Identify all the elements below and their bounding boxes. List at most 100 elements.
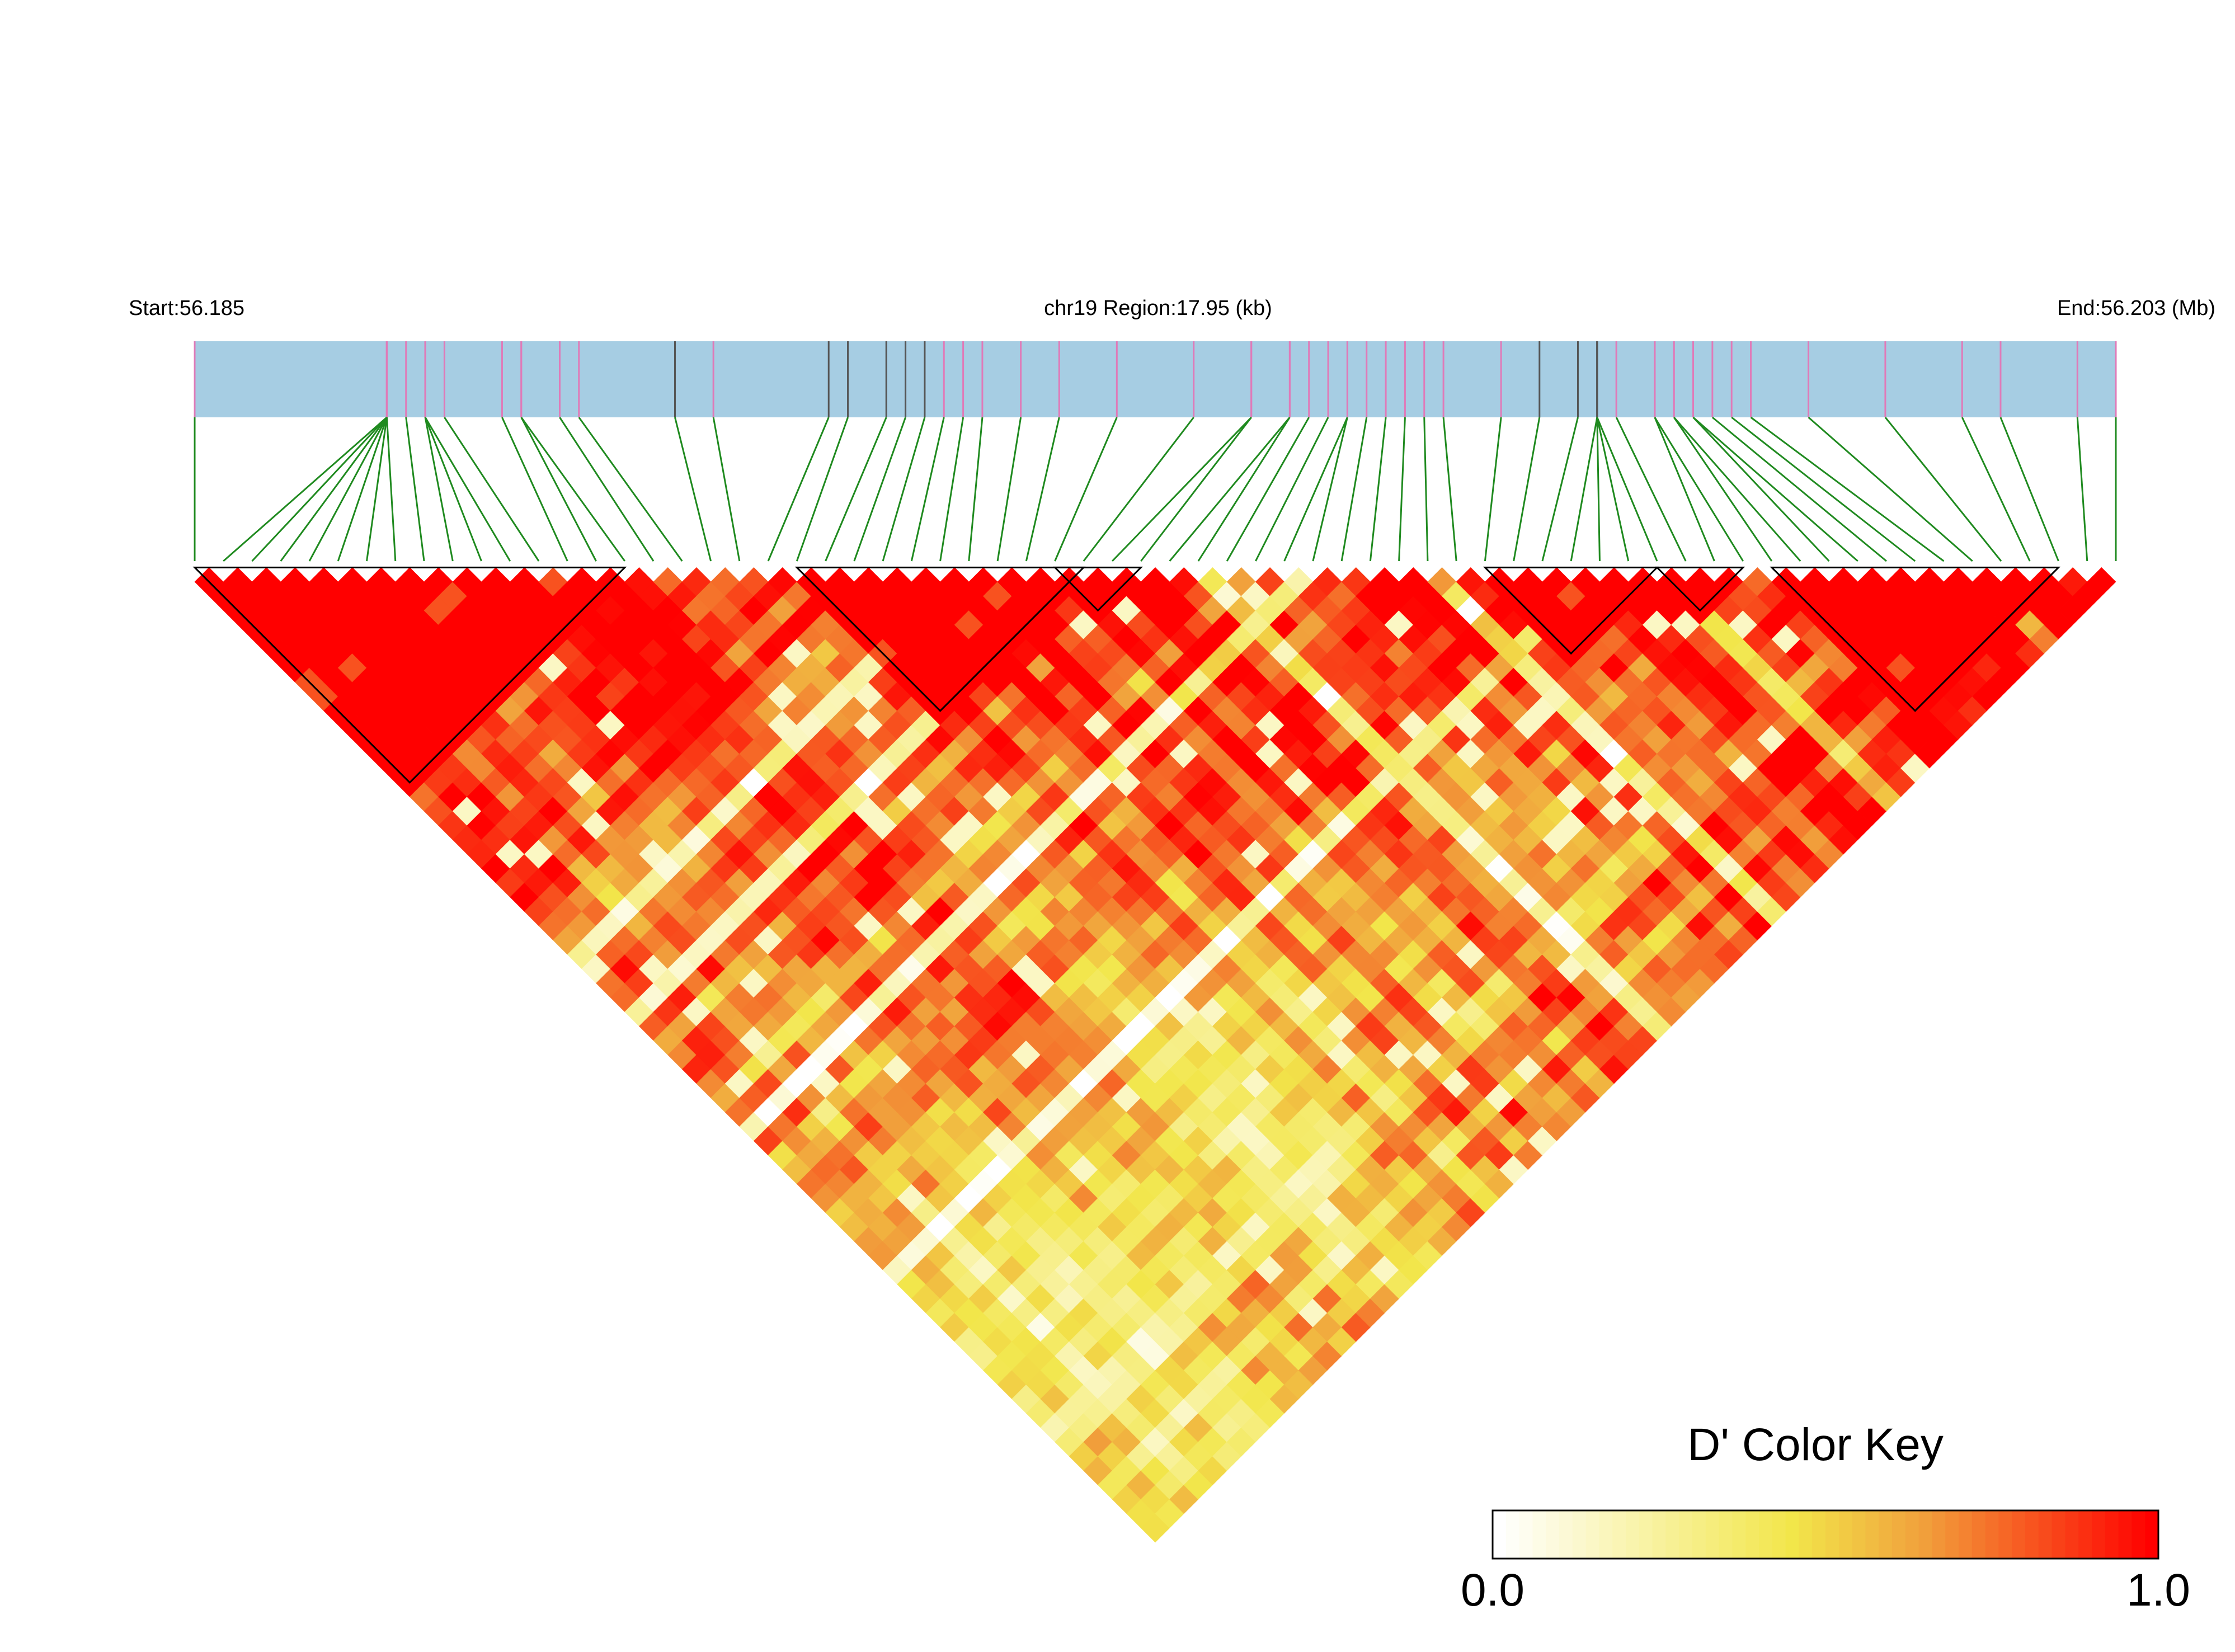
- color-key-step: [2118, 1510, 2133, 1559]
- snp-connector: [1731, 416, 1916, 562]
- color-key-step: [1626, 1510, 1640, 1559]
- color-key-step: [1799, 1510, 1813, 1559]
- snp-connector: [1596, 417, 1601, 562]
- color-key-step: [2038, 1510, 2053, 1559]
- snp-connector: [1423, 417, 1429, 562]
- color-key: D' Color Key 0.0 1.0: [1461, 1419, 2190, 1616]
- snp-connector: [1654, 417, 1744, 562]
- color-key-step: [1692, 1510, 1706, 1559]
- color-key-step: [1559, 1510, 1573, 1559]
- color-key-step: [2132, 1510, 2145, 1559]
- end-label: End:56.203 (Mb): [2057, 296, 2215, 320]
- snp-connector: [825, 417, 887, 562]
- color-key-title: D' Color Key: [1687, 1419, 1944, 1470]
- color-key-step: [1519, 1510, 1533, 1559]
- snp-connector: [424, 417, 482, 562]
- snp-connector: [1398, 417, 1406, 562]
- snp-connector: [1596, 417, 1658, 562]
- snp-connector: [996, 417, 1022, 562]
- snp-connector: [444, 417, 540, 562]
- snp-connector: [1025, 417, 1060, 562]
- snp-connector: [501, 417, 568, 562]
- snp-connector: [280, 417, 388, 562]
- snp-connector: [1961, 417, 2031, 562]
- color-key-step: [2078, 1510, 2092, 1559]
- color-key-step: [1892, 1510, 1906, 1559]
- color-key-step: [2052, 1510, 2066, 1559]
- snp-connector: [1197, 417, 1291, 562]
- haplotype-block-outline: [1770, 566, 2061, 712]
- snp-connector: [853, 417, 906, 562]
- snp-connector: [1541, 417, 1579, 562]
- snp-connector: [2076, 417, 2088, 562]
- haplotype-block-outline: [794, 566, 1086, 712]
- snp-connector: [366, 417, 388, 562]
- snp-connector: [910, 417, 945, 562]
- snp-connector: [1570, 417, 1598, 562]
- snp-connector: [520, 417, 597, 562]
- ld-cell: [2087, 567, 2116, 597]
- snp-connector: [1808, 416, 1973, 562]
- snp-connector: [223, 416, 388, 562]
- color-key-step: [1998, 1510, 2012, 1559]
- snp-connector: [1615, 417, 1687, 562]
- snp-connector: [559, 417, 655, 562]
- color-key-step: [1585, 1510, 1600, 1559]
- snp-connector: [578, 417, 683, 562]
- region-label: chr19 Region:17.95 (kb): [1044, 296, 1272, 320]
- color-key-step: [1612, 1510, 1626, 1559]
- snp-connector: [1112, 416, 1252, 562]
- snp-connector: [405, 417, 425, 562]
- color-key-step: [1905, 1510, 1919, 1559]
- color-key-step: [1772, 1510, 1786, 1559]
- snp-connector: [1884, 417, 2002, 562]
- color-key-step: [2092, 1510, 2106, 1559]
- snp-connector: [1442, 417, 1457, 562]
- snp-connector: [1340, 417, 1368, 562]
- start-label: Start:56.185: [129, 296, 244, 320]
- snp-connector: [520, 417, 626, 562]
- snp-connector: [1255, 417, 1329, 562]
- snp-connector: [1226, 417, 1310, 562]
- color-key-step: [1838, 1510, 1853, 1559]
- snp-connector: [1692, 416, 1830, 562]
- snp-connector-lines: [194, 416, 2117, 562]
- snp-connector: [1054, 417, 1118, 562]
- haplotype-block-outline: [192, 566, 627, 784]
- snp-position-marks: [194, 341, 2117, 417]
- color-key-step: [1759, 1510, 1773, 1559]
- snp-connector: [1513, 417, 1541, 562]
- color-key-step: [1705, 1510, 1720, 1559]
- snp-connector: [1654, 417, 1715, 562]
- color-key-step: [1879, 1510, 1893, 1559]
- snp-connector: [385, 417, 397, 562]
- snp-connector: [1596, 417, 1630, 562]
- ld-cells: [194, 567, 2116, 1543]
- snp-connector: [1484, 417, 1502, 562]
- color-key-step: [1918, 1510, 1933, 1559]
- haplotype-block-outline: [1655, 566, 1745, 612]
- color-key-step: [1719, 1510, 1733, 1559]
- snp-connector: [1312, 417, 1348, 562]
- color-key-step: [2012, 1510, 2026, 1559]
- snp-connector: [674, 417, 712, 562]
- color-key-border: [1491, 1509, 2159, 1560]
- snp-connector: [1083, 417, 1194, 562]
- color-key-gradient: [1493, 1510, 2159, 1559]
- snp-connector: [882, 417, 926, 562]
- snp-connector: [308, 417, 388, 562]
- color-key-min-label: 0.0: [1461, 1565, 1524, 1616]
- color-key-max-label: 1.0: [2126, 1565, 2190, 1616]
- color-key-step: [2145, 1510, 2159, 1559]
- color-key-step: [1599, 1510, 1613, 1559]
- color-key-step: [1505, 1510, 1520, 1559]
- snp-connector: [796, 417, 849, 562]
- snp-connector: [424, 417, 454, 562]
- color-key-step: [1679, 1510, 1693, 1559]
- color-key-step: [1812, 1510, 1826, 1559]
- color-key-step: [1732, 1510, 1746, 1559]
- snp-connector: [1369, 417, 1387, 562]
- haplotype-blocks: [192, 566, 2061, 784]
- snp-connector: [337, 417, 388, 562]
- color-key-step: [1959, 1510, 1973, 1559]
